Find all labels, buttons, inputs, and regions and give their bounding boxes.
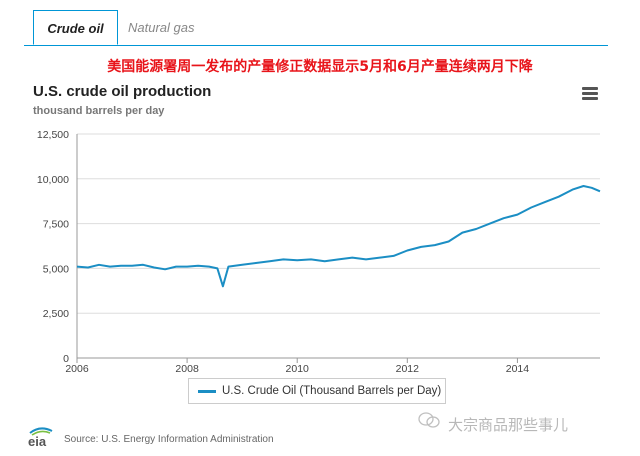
x-tick-label: 2014 [506,363,530,375]
tab-bar: Crude oil Natural gas [0,0,640,46]
eia-logo-icon: eia [28,427,53,448]
tab-crude-oil[interactable]: Crude oil [33,10,118,45]
legend-swatch [198,390,216,393]
source-note: Source: U.S. Energy Information Administ… [64,434,274,445]
y-tick-label: 10,000 [37,174,69,186]
x-tick-label: 2010 [286,363,310,375]
y-tick-label: 7,500 [43,219,69,231]
y-tick-label: 12,500 [37,129,69,141]
headline-annotation: 美国能源署周一发布的产量修正数据显示5月和6月产量连续两月下降 [107,59,533,75]
y-tick-label: 5,000 [43,263,69,275]
wechat-icon [418,412,440,428]
chart-subtitle: thousand barrels per day [33,105,165,117]
legend-item[interactable]: U.S. Crude Oil (Thousand Barrels per Day… [188,378,446,404]
x-tick-label: 2012 [396,363,420,375]
tab-divider [24,45,608,46]
y-tick-label: 2,500 [43,308,69,320]
y-tick-label: 0 [63,353,69,365]
chart-title: U.S. crude oil production [33,83,212,100]
watermark-text: 大宗商品那些事儿 [448,416,569,434]
series-line-us-crude-oil [76,185,601,288]
x-tick-label: 2008 [175,363,199,375]
x-tick-label: 2006 [65,363,89,375]
tab-natural-gas[interactable]: Natural gas [128,20,195,35]
hamburger-menu-icon[interactable] [582,87,598,101]
svg-text:eia: eia [28,434,47,448]
legend-label: U.S. Crude Oil (Thousand Barrels per Day… [222,385,442,397]
